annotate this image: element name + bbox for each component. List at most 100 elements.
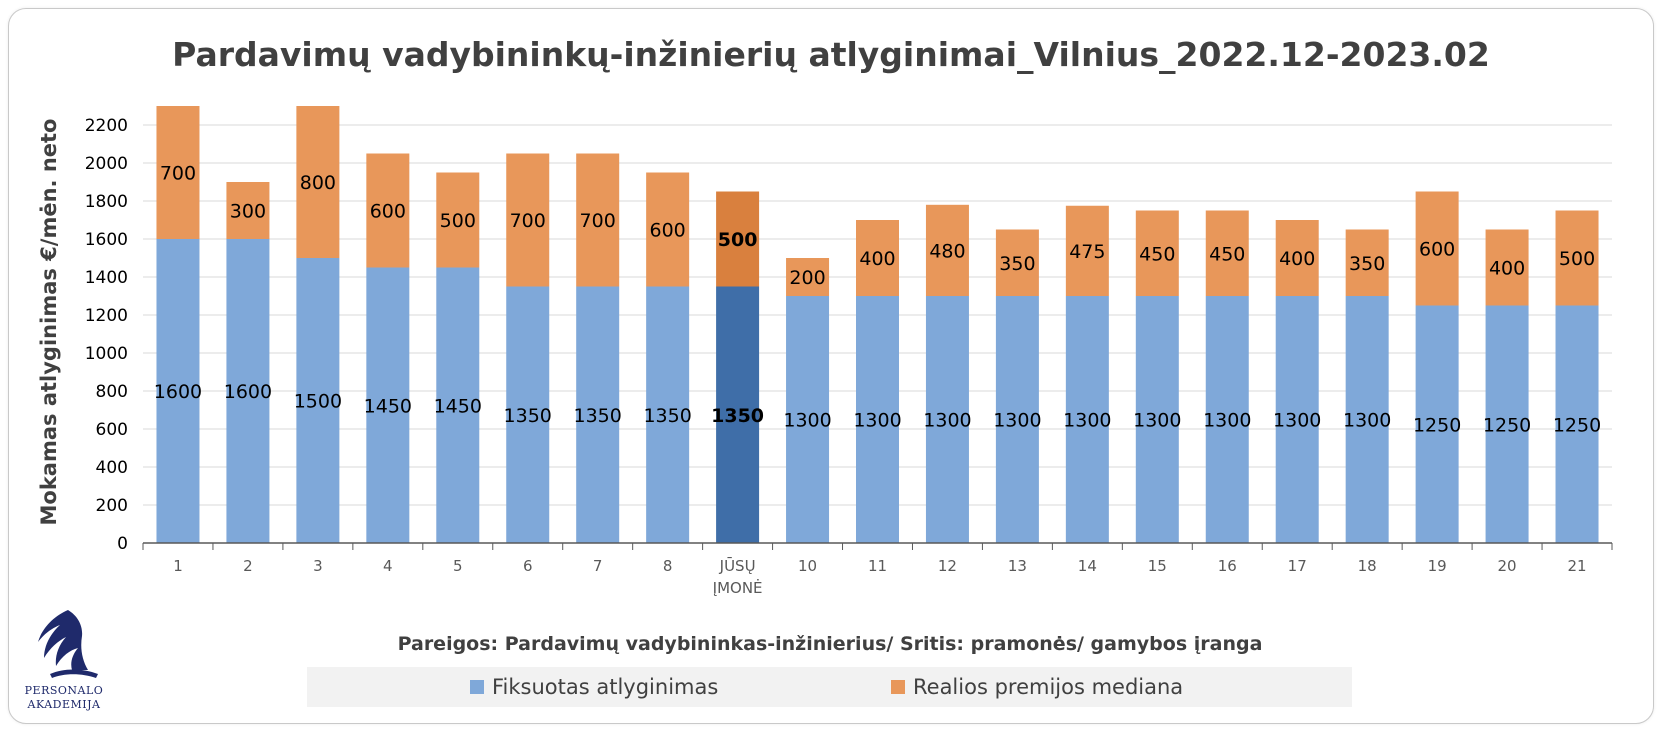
- y-tick-label: 1800: [85, 192, 128, 212]
- y-tick-label: 800: [96, 382, 128, 402]
- x-tick-label: 4: [383, 557, 393, 575]
- legend-box: [307, 667, 1352, 707]
- bonus-value-label: 350: [1349, 253, 1385, 275]
- bar-fixed: [786, 296, 830, 543]
- legend-swatch: [891, 680, 905, 694]
- x-tick-label: 3: [313, 557, 323, 575]
- bonus-value-label: 400: [1279, 248, 1315, 270]
- bar-fixed: [995, 296, 1039, 543]
- legend: Fiksuotas atlyginimas Realios premijos me…: [470, 675, 1183, 699]
- bar-bonus: [856, 220, 899, 296]
- chart-subtitle: Pareigos: Pardavimų vadybininkas-inžinie…: [398, 633, 1263, 655]
- fixed-value-label: 1300: [1203, 410, 1251, 432]
- bar-fixed: [366, 267, 410, 543]
- x-tick-label: 6: [523, 557, 533, 575]
- legend-swatch: [470, 680, 484, 694]
- y-tick-label: 2000: [85, 154, 128, 174]
- y-axis-label: Mokamas atlyginimas €/mėn. neto: [37, 119, 61, 526]
- bar-bonus: [1555, 210, 1599, 306]
- y-tick-label: 600: [96, 420, 128, 440]
- logo-line2: AKADEMIJA: [27, 698, 102, 711]
- x-tick-label: 16: [1218, 557, 1237, 575]
- fixed-value-label: 1250: [1553, 414, 1601, 436]
- fixed-value-label: 1450: [434, 395, 482, 417]
- fixed-value-label: 1350: [574, 405, 622, 427]
- bar-bonus: [226, 182, 270, 239]
- x-tick-label: 14: [1078, 557, 1097, 575]
- bar-fixed: [576, 286, 620, 543]
- bar-fixed: [506, 286, 550, 543]
- bonus-value-label: 400: [859, 248, 895, 270]
- fixed-value-label: 1300: [993, 410, 1041, 432]
- bar-fixed: [646, 286, 690, 543]
- bonus-value-label: 700: [510, 210, 546, 232]
- bonus-value-label: 600: [650, 220, 686, 242]
- bar-bonus: [1205, 210, 1249, 296]
- bonus-value-label: 600: [1419, 239, 1455, 261]
- x-tick-label: 19: [1428, 557, 1447, 575]
- legend-label: Fiksuotas atlyginimas: [492, 675, 718, 699]
- x-tick-label: 8: [663, 557, 673, 575]
- fixed-value-label: 1300: [1063, 410, 1111, 432]
- bonus-value-label: 500: [718, 229, 758, 251]
- bonus-value-label: 300: [230, 201, 266, 223]
- fixed-value-label: 1250: [1483, 414, 1531, 436]
- logo-line1: PERSONALO: [25, 684, 104, 697]
- bar-fixed: [925, 296, 969, 543]
- fixed-value-label: 1300: [783, 410, 831, 432]
- bar-bonus: [1485, 229, 1529, 306]
- bar-bonus: [1135, 210, 1179, 296]
- bonus-value-label: 500: [1559, 248, 1595, 270]
- bar-fixed: [1485, 305, 1529, 543]
- bar-bonus: [436, 172, 480, 268]
- x-tick-label: 1: [173, 557, 183, 575]
- bar-bonus: [1065, 205, 1109, 296]
- bonus-value-label: 500: [440, 210, 476, 232]
- legend-label: Realios premijos mediana: [913, 675, 1183, 699]
- fixed-value-label: 1350: [643, 405, 691, 427]
- bonus-value-label: 480: [929, 240, 965, 262]
- bar-bonus: [366, 153, 410, 268]
- bar-fixed: [1065, 296, 1109, 543]
- bonus-value-label: 475: [1069, 241, 1105, 263]
- bar-fixed: [1555, 305, 1599, 543]
- bonus-value-label: 450: [1139, 243, 1175, 265]
- bar-fixed: [856, 296, 899, 543]
- y-tick-label: 1200: [85, 306, 128, 326]
- x-tick-label: 21: [1567, 557, 1586, 575]
- bar-bonus: [1345, 229, 1389, 296]
- fixed-value-label: 1600: [154, 381, 202, 403]
- y-tick-label: 1400: [85, 268, 128, 288]
- fixed-value-label: 1300: [853, 410, 901, 432]
- bar-bonus: [1275, 220, 1319, 296]
- x-tick-label: 11: [868, 557, 887, 575]
- fixed-value-label: 1250: [1413, 414, 1461, 436]
- fixed-value-label: 1300: [1133, 410, 1181, 432]
- y-tick-label: 2200: [85, 116, 128, 136]
- bar-bonus: [1415, 191, 1459, 306]
- x-tick-label: 17: [1288, 557, 1307, 575]
- bonus-value-label: 450: [1209, 243, 1245, 265]
- x-axis: [142, 542, 1613, 550]
- x-tick-label: 2: [243, 557, 253, 575]
- y-tick-label: 1000: [85, 344, 128, 364]
- bonus-value-label: 700: [160, 163, 196, 185]
- fixed-value-label: 1500: [294, 391, 342, 413]
- wing-icon: [38, 610, 98, 678]
- fixed-value-label: 1350: [504, 405, 552, 427]
- bar-bonus: [576, 153, 620, 287]
- bar-bonus: [646, 172, 690, 287]
- y-tick-label: 0: [117, 534, 128, 554]
- chart-title: Pardavimų vadybininkų-inžinierių atlygin…: [172, 35, 1490, 74]
- y-tick-label: 400: [96, 458, 128, 478]
- y-tick-label: 200: [96, 496, 128, 516]
- x-tick-label: 10: [798, 557, 817, 575]
- x-tick-label: JŪSŲ ĮMONĖ: [713, 556, 763, 597]
- bar-fixed: [1205, 296, 1249, 543]
- x-tick-label: 15: [1148, 557, 1167, 575]
- bonus-value-label: 600: [370, 201, 406, 223]
- bar-fixed: [156, 239, 200, 543]
- bar-bonus: [506, 153, 550, 287]
